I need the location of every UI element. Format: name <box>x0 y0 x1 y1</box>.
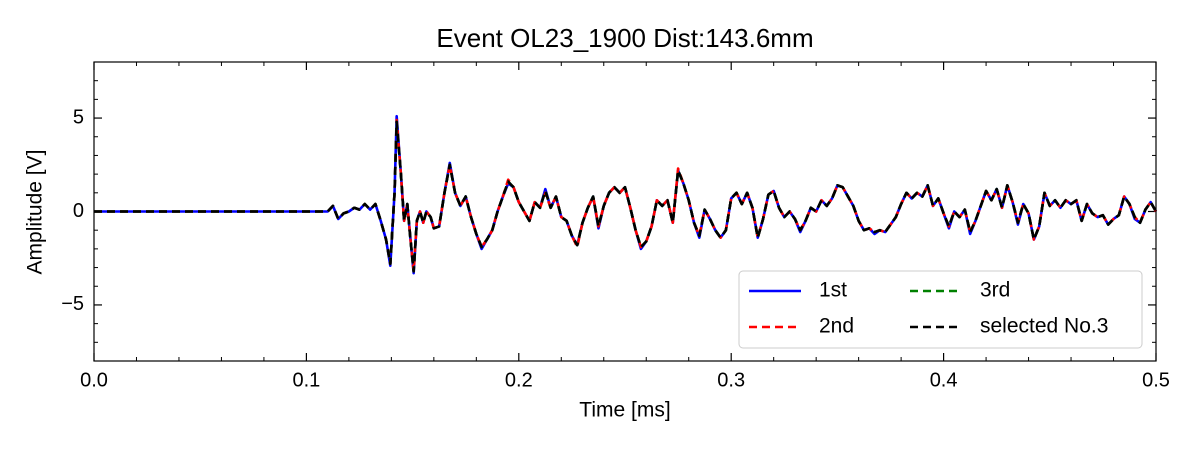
series-line <box>94 114 1158 275</box>
x-tick-label: 0.0 <box>80 369 108 391</box>
y-tick-label: 5 <box>73 106 84 128</box>
x-tick-label: 0.1 <box>292 369 320 391</box>
x-tick-label: 0.2 <box>505 369 533 391</box>
legend-label: selected No.3 <box>980 315 1108 338</box>
x-tick-label: 0.5 <box>1142 369 1170 391</box>
legend-box <box>738 270 1143 349</box>
chart-title: Event OL23_1900 Dist:143.6mm <box>436 23 813 53</box>
legend-label: 1st <box>819 279 847 302</box>
x-tick-label: 0.4 <box>930 369 958 391</box>
plot-frame <box>93 61 1157 362</box>
series-line <box>94 120 1158 273</box>
series-line <box>94 120 1158 273</box>
x-tick-label: 0.3 <box>717 369 745 391</box>
y-tick-label: −5 <box>61 293 84 315</box>
y-tick-label: 0 <box>73 200 84 222</box>
legend-label: 2nd <box>819 315 854 338</box>
legend-label: 3rd <box>980 279 1010 302</box>
x-axis-label: Time [ms] <box>579 399 670 422</box>
series-line <box>94 118 1158 273</box>
y-axis-label: Amplitude [V] <box>24 150 47 275</box>
